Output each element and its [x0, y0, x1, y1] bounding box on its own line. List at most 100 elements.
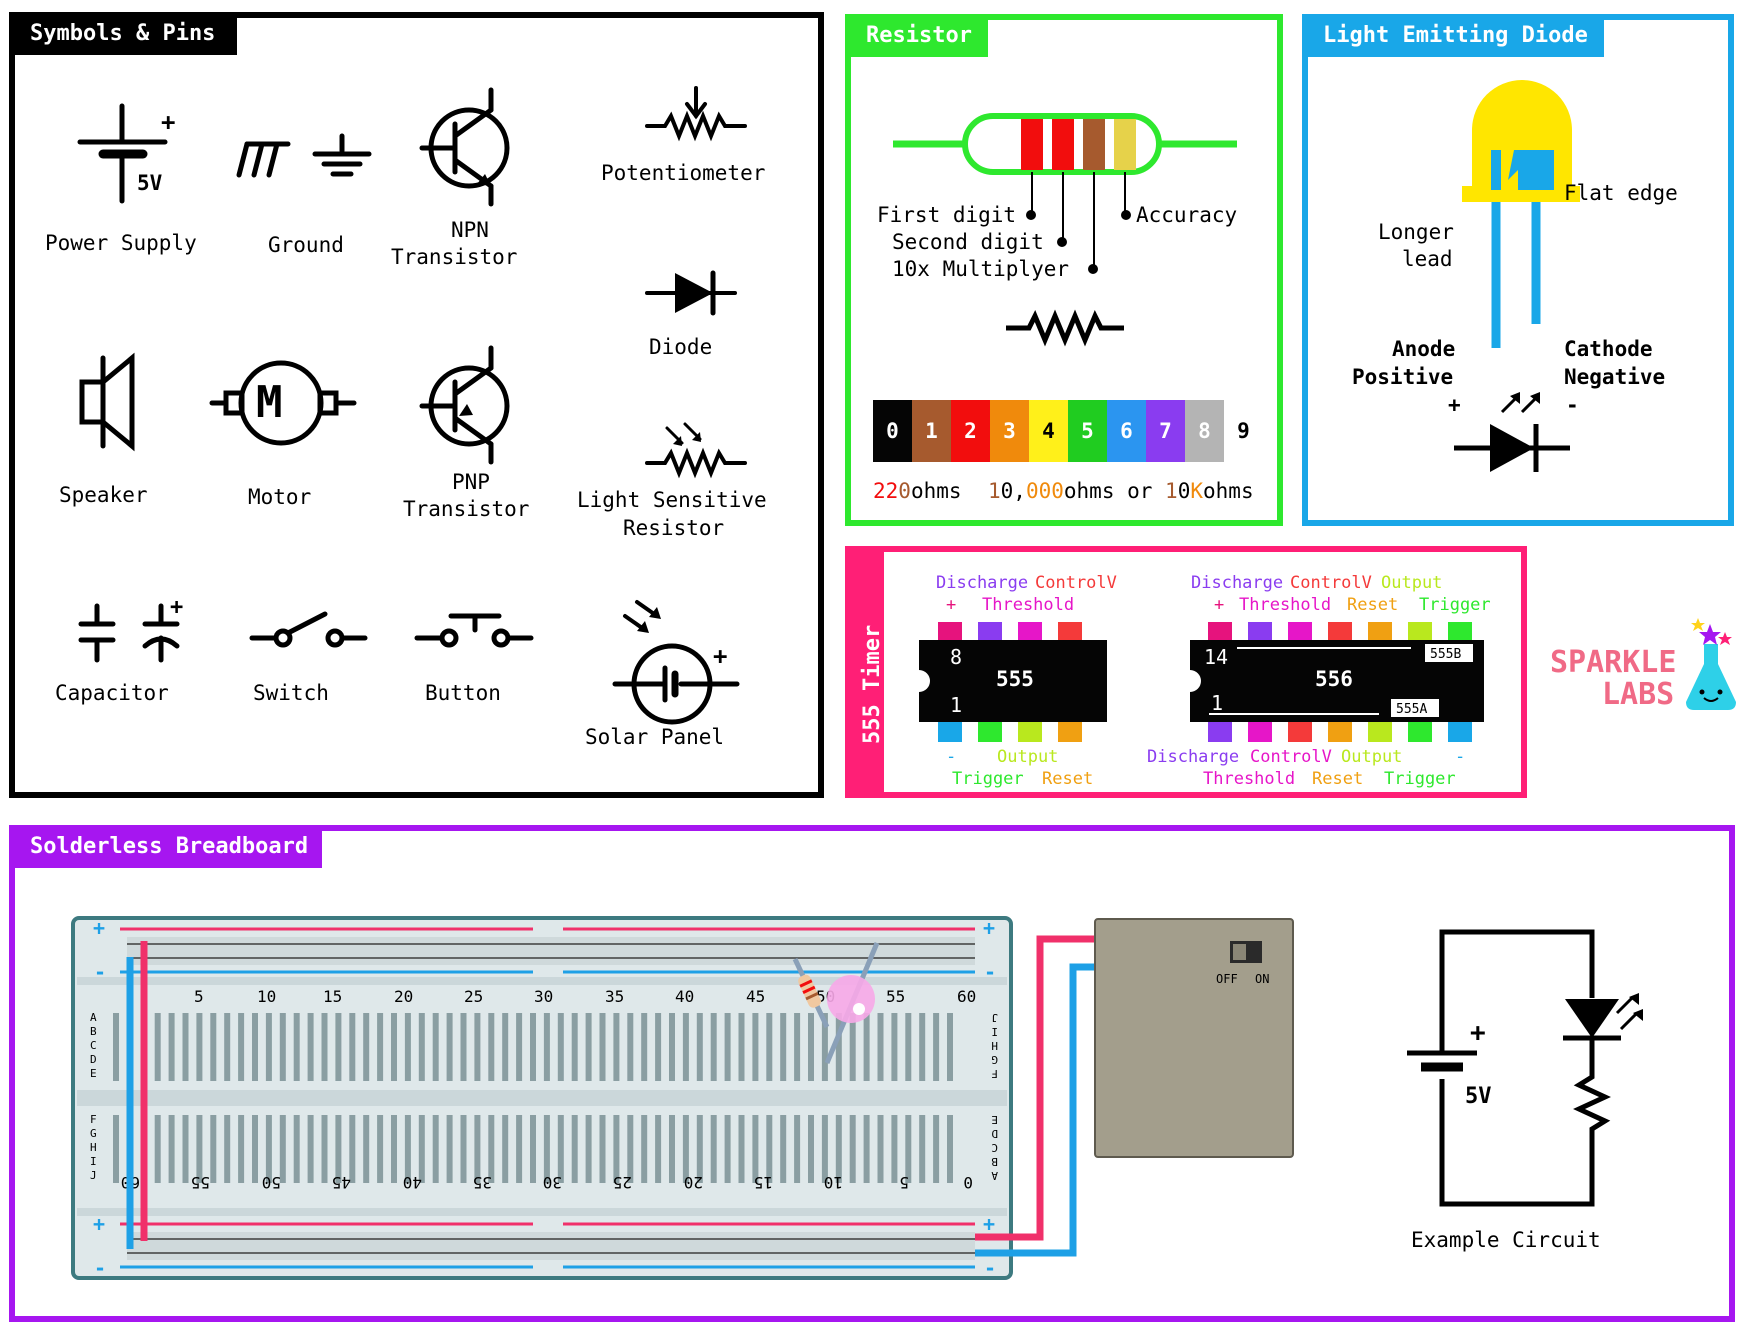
- col-num-top: 30: [534, 987, 553, 1006]
- color-code-cell: 7: [1146, 400, 1185, 462]
- terminal-strip: [502, 1115, 509, 1183]
- rail-plus-tl: +: [93, 916, 105, 940]
- color-code-swatch: [951, 400, 990, 462]
- logo-labs: LABS: [1602, 677, 1674, 712]
- symbols-canvas: + 5V Power Supply Ground NPN Transistor …: [45, 86, 767, 749]
- terminal-strip: [794, 1115, 801, 1183]
- terminal-strip: [682, 1115, 689, 1183]
- terminal-strip: [669, 1013, 675, 1081]
- terminal-strip: [418, 1115, 425, 1183]
- terminal-strip: [488, 1115, 495, 1183]
- chip-556-pin14: 14: [1204, 645, 1228, 669]
- col-num-top: 45: [746, 987, 765, 1006]
- t555-reset: Reset: [1042, 769, 1093, 789]
- t555-plus: +: [946, 595, 956, 615]
- color-code-cell: 5: [1068, 400, 1107, 462]
- terminal-strip: [446, 1013, 453, 1081]
- terminal-strip: [321, 1013, 328, 1081]
- cathode-label: Cathode: [1564, 337, 1653, 361]
- terminal-strip: [474, 1115, 481, 1183]
- color-code-swatch: [1146, 400, 1185, 462]
- t556-discharge: Discharge: [1191, 573, 1283, 593]
- color-code-swatch: [1068, 400, 1107, 462]
- color-code-cell: 2: [951, 400, 990, 462]
- battery-off-label: OFF: [1216, 972, 1238, 986]
- color-code-cell: 9: [1224, 400, 1263, 462]
- t555-trigger: Trigger: [952, 769, 1024, 789]
- t556-threshold: Threshold: [1239, 595, 1331, 615]
- t556b-controlv: ControlV: [1250, 747, 1332, 767]
- power-supply-voltage: 5V: [137, 171, 163, 195]
- terminal-strip: [335, 1013, 342, 1081]
- ex-10k-k: K: [1190, 479, 1203, 503]
- terminal-strip: [502, 1013, 509, 1081]
- terminal-strip: [418, 1013, 425, 1081]
- terminal-strip: [641, 1013, 648, 1081]
- resistor-body-icon: [893, 113, 1237, 175]
- example-circuit-label: Example Circuit: [1411, 1228, 1601, 1252]
- terminal-strip: [849, 1013, 856, 1081]
- terminal-strip: [794, 1013, 801, 1081]
- row-letter: D: [90, 1053, 97, 1066]
- longer-label: Longer: [1378, 220, 1454, 244]
- color-code-digit: 3: [1003, 419, 1016, 443]
- ex-10k-zero: 0,: [1001, 479, 1026, 503]
- t555-discharge: Discharge: [936, 573, 1028, 593]
- color-code-swatch: [873, 400, 912, 462]
- color-code-digit: 0: [886, 419, 899, 443]
- terminal-strip: [182, 1115, 189, 1183]
- ex-10k-orange: 000: [1026, 479, 1064, 503]
- anode-label: Anode: [1392, 337, 1455, 361]
- resistor-canvas: First digit Second digit 10x Multiplyer …: [873, 113, 1263, 503]
- cathode-minus: -: [1566, 393, 1579, 417]
- col-num-top: 10: [257, 987, 276, 1006]
- terminal-strip: [543, 1115, 550, 1183]
- color-code-cell: 8: [1185, 400, 1224, 462]
- t556b-threshold: Threshold: [1203, 769, 1295, 789]
- capacitor-label: Capacitor: [55, 681, 169, 705]
- motor-icon: [209, 360, 357, 446]
- col-num-bottom: 0: [963, 1173, 973, 1192]
- row-letter: I: [991, 1025, 998, 1038]
- terminal-strip: [766, 1013, 773, 1081]
- terminal-strip: [391, 1013, 397, 1081]
- row-letter: G: [991, 1053, 998, 1066]
- col-num-bottom: 15: [754, 1173, 773, 1192]
- circuit-plus: +: [1470, 1018, 1486, 1048]
- chip-555-pin1: 1: [950, 693, 962, 717]
- terminal-strip: [655, 1013, 662, 1081]
- col-num-bottom: 20: [684, 1173, 703, 1192]
- color-code-cell: 1: [912, 400, 951, 462]
- t556-output: Output: [1381, 573, 1442, 593]
- chip-556-tag-a: 555A: [1396, 702, 1427, 717]
- row-letter: E: [90, 1067, 97, 1080]
- ground-label: Ground: [268, 233, 344, 257]
- terminal-strip: [696, 1013, 703, 1081]
- color-code-swatch: [990, 400, 1029, 462]
- col-num-bottom: 10: [824, 1173, 843, 1192]
- terminal-strip: [849, 1115, 856, 1183]
- circuit-led-triangle: [1565, 999, 1619, 1038]
- terminal-strip: [363, 1115, 370, 1183]
- battery-switch[interactable]: [1230, 941, 1262, 963]
- col-num-bottom: 35: [473, 1173, 492, 1192]
- symbols-panel: Symbols & Pins: [9, 12, 824, 798]
- rail-plus-tr: +: [983, 916, 995, 940]
- speaker-icon: [79, 352, 135, 452]
- col-num-bottom: 50: [262, 1173, 281, 1192]
- switch-label: Switch: [253, 681, 329, 705]
- ex-10k-ohms2: ohms: [1203, 479, 1254, 503]
- terminal-strip: [738, 1013, 745, 1081]
- resistor-example-2: 10,000ohms or 10Kohms: [988, 479, 1254, 503]
- npn-transistor-icon: [419, 87, 510, 207]
- col-num-bottom: 5: [899, 1173, 909, 1192]
- capacitor-icon: [78, 603, 180, 663]
- col-num-top: 40: [675, 987, 694, 1006]
- row-letter: F: [90, 1113, 97, 1126]
- terminal-strip: [168, 1013, 175, 1081]
- terminal-strip: [557, 1013, 564, 1081]
- color-code-swatch: [1185, 400, 1224, 462]
- chip-556-tag-b: 555B: [1430, 647, 1461, 662]
- terminal-strip: [905, 1013, 912, 1081]
- terminal-strip: [321, 1115, 328, 1183]
